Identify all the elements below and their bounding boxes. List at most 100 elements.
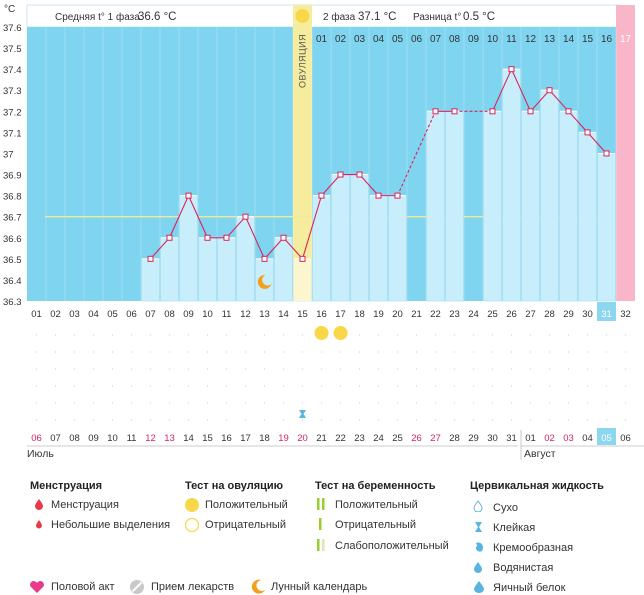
grid-dot [111, 368, 114, 370]
y-tick-label: 37.5 [3, 44, 22, 55]
temperature-bar [597, 153, 616, 302]
grid-dot [472, 368, 475, 370]
legend-pregnancy-positive: Положительный [335, 499, 418, 511]
grid-dot [92, 419, 95, 421]
phase2-day-label: 17 [620, 34, 632, 45]
grid-dot [168, 419, 171, 421]
temperature-point [356, 171, 363, 178]
grid-dot [130, 419, 133, 421]
cycle-day-label: 10 [202, 309, 213, 320]
grid-dot [225, 334, 228, 336]
grid-dot [225, 385, 228, 387]
today-highlight-top [597, 302, 616, 321]
grid-dot [605, 402, 608, 404]
cycle-day-label: 32 [620, 309, 631, 320]
grid-dot [35, 351, 38, 353]
legend-menstruation-item: Менструация [51, 499, 119, 511]
grid-dot [244, 419, 247, 421]
phase2-day-label: 10 [487, 34, 499, 45]
grid-dot [301, 368, 304, 370]
grid-dot [586, 385, 589, 387]
grid-dot [586, 419, 589, 421]
grid-dot [377, 402, 380, 404]
temperature-point [204, 234, 211, 241]
date-label: 17 [240, 433, 251, 444]
grid-dot [453, 351, 456, 353]
grid-dot [92, 368, 95, 370]
grid-dot [415, 334, 418, 336]
dry-icon [473, 500, 483, 512]
grid-dot [339, 368, 342, 370]
temperature-bar [445, 111, 464, 302]
grid-dot [225, 368, 228, 370]
grid-dot [548, 334, 551, 336]
phase2-day-label: 02 [335, 34, 347, 45]
grid-dot [73, 385, 76, 387]
month-label: Август [524, 448, 556, 460]
grid-dot [339, 351, 342, 353]
grid-dot [168, 368, 171, 370]
cycle-day-label: 11 [222, 309, 232, 320]
temperature-point [166, 234, 173, 241]
y-tick-label: 37.6 [3, 23, 22, 34]
grid-dot [434, 385, 437, 387]
temperature-point [603, 150, 610, 157]
temperature-point [546, 87, 553, 94]
grid-dot [130, 402, 133, 404]
date-label: 23 [354, 433, 365, 444]
chart-header: Средняя t° 1 фаза 36.6 °C 2 фаза 37.1 °C Ра… [4, 4, 635, 28]
drop-icon [35, 499, 43, 510]
y-tick-label: 37 [3, 149, 14, 160]
diff-value: 0.5 °C [463, 11, 495, 23]
grid-dot [149, 351, 152, 353]
grid-dot [54, 351, 57, 353]
grid-dot [149, 334, 152, 336]
temperature-point [375, 192, 382, 199]
grid-dot [35, 402, 38, 404]
grid-dot [187, 419, 190, 421]
temperature-bar [217, 237, 236, 302]
grid-dot [472, 351, 475, 353]
date-label: 11 [127, 433, 137, 444]
grid-dot [491, 368, 494, 370]
grid-dot [377, 368, 380, 370]
y-tick-label: 36.4 [3, 276, 22, 287]
grid-dot [605, 385, 608, 387]
grid-dot [415, 368, 418, 370]
date-label: 18 [259, 433, 270, 444]
grid-dot [301, 334, 304, 336]
grid-dot [529, 334, 532, 336]
temperature-point [299, 255, 306, 262]
temperature-bar [312, 195, 331, 302]
grid-dot [510, 402, 513, 404]
temperature-line-segment [187, 195, 209, 238]
legend-cervical-creamy: Кремообразная [493, 542, 574, 554]
cycle-day-label: 09 [183, 309, 194, 320]
ovulation-column [293, 27, 312, 301]
temperature-point [261, 255, 268, 262]
y-tick-label: 36.9 [3, 171, 22, 182]
temperature-line-segment [530, 89, 550, 112]
grid-dot [548, 402, 551, 404]
grid-dot [396, 351, 399, 353]
temperature-point [508, 66, 515, 73]
cycle-day-label: 21 [411, 309, 422, 320]
grid-dot [377, 334, 380, 336]
temperature-point [489, 108, 496, 115]
grid-dot [282, 351, 285, 353]
temperature-bar [274, 237, 293, 302]
grid-dot [149, 402, 152, 404]
grid-dot [206, 334, 209, 336]
grid-dot [396, 402, 399, 404]
temperature-point [584, 129, 591, 136]
grid-dot [624, 402, 627, 404]
grid-dot [168, 351, 171, 353]
legend-cervical: Цервикальная жидкость [470, 480, 604, 492]
temperature-bar [540, 89, 559, 302]
grid-dot [73, 334, 76, 336]
grid-dot [548, 385, 551, 387]
temperature-line-dashed [396, 111, 437, 196]
grid-dot [282, 368, 285, 370]
double-stripe-icon [317, 498, 325, 510]
grid-dot [548, 419, 551, 421]
